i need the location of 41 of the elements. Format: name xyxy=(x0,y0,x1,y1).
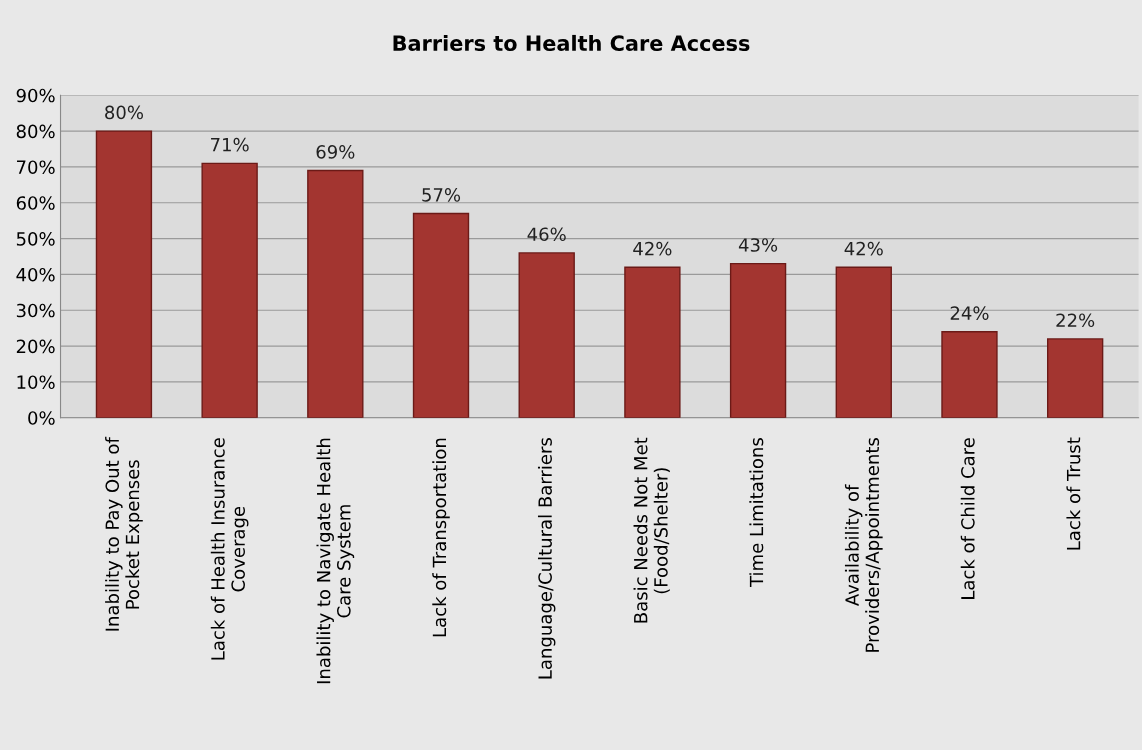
data-label: 43% xyxy=(738,238,778,252)
x-tick-label: Availability of Providers/Appointments xyxy=(844,438,883,652)
data-label: 22% xyxy=(1056,313,1095,328)
data-label: 42% xyxy=(633,241,672,256)
data-label: 71% xyxy=(211,137,249,152)
bar xyxy=(518,252,575,418)
data-label: 80% xyxy=(105,105,144,120)
bar xyxy=(412,212,470,418)
bar xyxy=(729,262,787,418)
y-tick-label: 40% xyxy=(16,267,55,282)
bar xyxy=(201,162,258,418)
y-tick-label: 0% xyxy=(28,411,55,425)
bar xyxy=(1046,338,1104,418)
x-tick-label: Inability to Pay Out of Pocket Expenses xyxy=(105,436,143,631)
y-tick-label: 60% xyxy=(16,196,55,210)
bar xyxy=(307,169,364,418)
x-tick-label: Basic Needs Not Met (Food/Shelter) xyxy=(633,437,670,623)
x-tick-label: Inability to Navigate Health Care System xyxy=(316,438,355,684)
x-tick-label: Lack of Health Insurance Coverage xyxy=(210,438,249,660)
y-tick-label: 70% xyxy=(17,160,55,175)
y-tick-label: 20% xyxy=(16,339,55,354)
data-label: 57% xyxy=(422,188,461,202)
data-label: 69% xyxy=(316,145,355,159)
y-tick-label: 10% xyxy=(17,375,55,390)
data-label: 24% xyxy=(950,306,989,320)
y-tick-label: 30% xyxy=(16,303,55,318)
x-tick-label: Language/Cultural Barriers xyxy=(537,438,556,679)
bar xyxy=(95,130,153,418)
bar xyxy=(835,266,892,418)
x-tick-label: Lack of Trust xyxy=(1066,437,1081,550)
x-tick-label: Lack of Child Care xyxy=(960,438,975,599)
y-tick-label: 80% xyxy=(16,124,55,139)
data-label: 46% xyxy=(527,227,566,242)
y-tick-label: 90% xyxy=(16,88,55,103)
x-tick-label: Time Limitations xyxy=(749,438,764,587)
y-tick-label: 50% xyxy=(16,232,55,246)
bar xyxy=(941,331,998,418)
bar xyxy=(624,266,681,418)
x-tick-label: Lack of Transportation xyxy=(432,438,450,637)
chart-title: Barriers to Health Care Access xyxy=(393,34,750,52)
data-label: 42% xyxy=(844,241,883,256)
